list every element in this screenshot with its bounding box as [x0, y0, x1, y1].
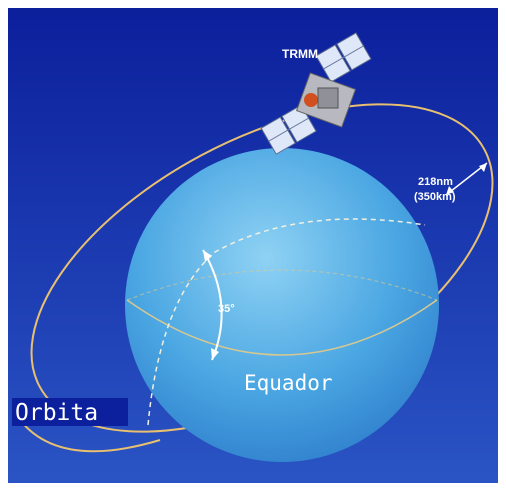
- altitude-label: 218nm: [418, 176, 453, 188]
- angle-label: 35°: [218, 303, 235, 315]
- orbit-label: Orbita: [15, 400, 98, 426]
- diagram: 35° 218nm (350km) TRMM Equador Orbita: [0, 0, 506, 491]
- satellite-label: TRMM: [282, 47, 318, 61]
- earth: [125, 148, 439, 462]
- altitude-sublabel: (350km): [414, 191, 456, 203]
- equator-label: Equador: [244, 371, 333, 395]
